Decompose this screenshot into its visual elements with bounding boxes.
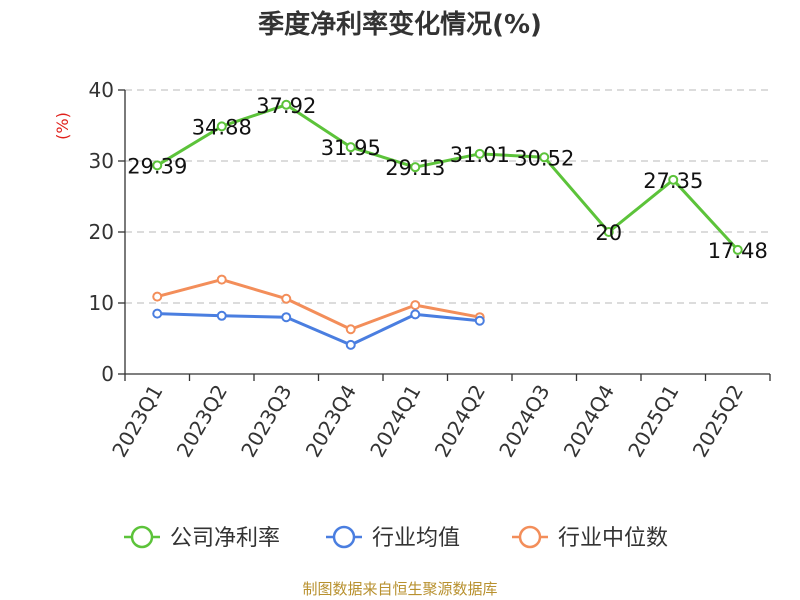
data-point-s2-1 — [216, 274, 227, 285]
data-label: 29.13 — [385, 156, 445, 180]
data-point-s0-4 — [410, 162, 421, 173]
data-label: 37.92 — [256, 94, 316, 118]
data-point-s1-1 — [216, 310, 227, 321]
legend-item-2[interactable]: 行业中位数 — [512, 525, 668, 551]
x-tick-label: 2025Q1 — [623, 381, 683, 462]
chart-title: 季度净利率变化情况(%) — [258, 9, 542, 40]
legend-marker — [332, 525, 356, 549]
x-tick-label: 2024Q1 — [365, 381, 425, 462]
legend: 公司净利率 行业均值 行业中位数 — [124, 525, 668, 551]
legend-label: 行业中位数 — [558, 526, 668, 551]
data-point-s1-4 — [410, 309, 421, 320]
x-tick-label: 2024Q2 — [430, 381, 490, 462]
y-tick-label: 0 — [101, 362, 114, 386]
x-tick-label: 2024Q3 — [494, 381, 554, 462]
x-tick-label: 2025Q2 — [688, 381, 748, 462]
data-label: 34.88 — [192, 115, 252, 139]
data-label: 31.95 — [321, 136, 381, 160]
series-lines — [156, 103, 739, 347]
data-point-s1-5 — [474, 315, 485, 326]
legend-marker — [130, 525, 154, 549]
source-note: 制图数据来自恒生聚源数据库 — [302, 580, 497, 598]
data-point-s2-3 — [345, 324, 356, 335]
data-point-s0-7 — [603, 227, 614, 237]
y-tick-label: 40 — [89, 78, 114, 102]
data-points — [152, 99, 743, 350]
data-point-s0-1 — [216, 121, 227, 132]
data-point-s2-4 — [410, 300, 421, 311]
data-label: 27.35 — [643, 169, 703, 193]
data-label: 31.01 — [450, 143, 510, 167]
y-axis-label: (%) — [53, 112, 72, 140]
data-label: 29.39 — [127, 154, 187, 178]
y-tick-label: 30 — [89, 149, 114, 173]
series-line-2 — [156, 278, 481, 331]
data-point-s0-8 — [668, 174, 679, 185]
data-point-s0-5 — [474, 148, 485, 159]
data-point-s0-9 — [732, 244, 743, 255]
y-tick-label: 20 — [89, 220, 114, 244]
x-tick-label: 2023Q3 — [236, 381, 296, 462]
data-label: 30.52 — [514, 146, 574, 170]
data-point-s0-2 — [281, 99, 292, 110]
data-point-s2-0 — [152, 291, 163, 302]
x-tick-label: 2024Q4 — [559, 381, 619, 462]
series-line-0 — [156, 103, 739, 251]
data-point-s1-2 — [281, 312, 292, 323]
data-label: 20 — [595, 221, 622, 245]
x-tick-label: 2023Q4 — [301, 381, 361, 462]
x-tick-label: 2023Q2 — [172, 381, 232, 462]
x-tick-label: 2023Q1 — [107, 381, 167, 462]
data-point-s0-0 — [152, 160, 163, 171]
data-point-s0-6 — [539, 152, 550, 163]
series-line-1 — [157, 312, 480, 347]
legend-label: 行业均值 — [372, 526, 460, 551]
data-point-s1-0 — [152, 308, 163, 319]
data-label: 17.48 — [708, 239, 768, 263]
data-point-s2-2 — [281, 293, 292, 304]
legend-item-1[interactable]: 行业均值 — [326, 525, 460, 551]
data-point-s1-3 — [345, 339, 356, 350]
legend-item-0[interactable]: 公司净利率 — [124, 525, 280, 551]
y-tick-label: 10 — [89, 291, 114, 315]
legend-label: 公司净利率 — [170, 526, 280, 551]
legend-marker — [518, 525, 542, 549]
data-point-s0-3 — [345, 142, 356, 153]
